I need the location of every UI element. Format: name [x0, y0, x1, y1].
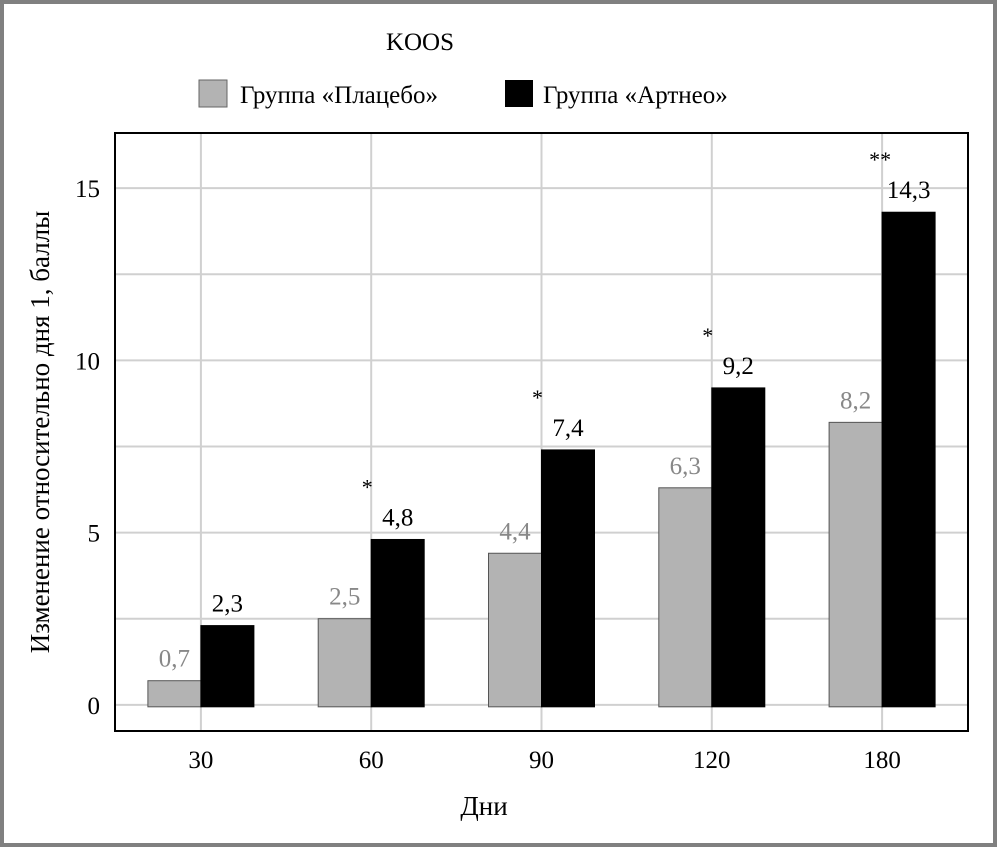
- bar-placebo: [317, 618, 372, 708]
- bar-artneo: [881, 211, 936, 708]
- plot-border: [114, 132, 969, 732]
- data-label-artneo: 9,2: [723, 353, 754, 380]
- data-label-artneo: 4,8: [382, 504, 413, 531]
- bar-placebo: [828, 421, 883, 708]
- x-tick-label: 90: [529, 747, 554, 774]
- data-label-placebo: 4,4: [499, 518, 531, 545]
- x-axis-label: Дни: [460, 791, 507, 821]
- data-label-placebo: 8,2: [840, 387, 871, 414]
- data-label-placebo: 0,7: [159, 646, 190, 673]
- x-tick-label: 120: [693, 747, 731, 774]
- y-tick-label: 15: [75, 176, 100, 203]
- y-tick-label: 5: [88, 521, 101, 548]
- data-label-placebo: 2,5: [329, 584, 360, 611]
- legend: Группа «Плацебо» Группа «Артнео»: [198, 79, 728, 109]
- bar-artneo: [541, 449, 595, 708]
- bar-placebo: [147, 680, 202, 708]
- bar-artneo: [711, 387, 766, 708]
- chart-title: KOOS: [386, 29, 454, 56]
- legend-swatch-placebo: [198, 79, 228, 108]
- significance-marker: *: [532, 385, 543, 410]
- data-label-artneo: 2,3: [212, 591, 243, 618]
- x-tick-label: 180: [863, 747, 901, 774]
- data-label-artneo: 14,3: [887, 177, 931, 204]
- y-axis-label: Изменение относительно дня 1, баллы: [25, 211, 55, 654]
- legend-swatch-artneo: [505, 80, 533, 107]
- data-label-placebo: 6,3: [670, 453, 701, 480]
- bar-placebo: [488, 552, 542, 708]
- significance-marker: **: [869, 147, 891, 172]
- bar-placebo: [658, 487, 713, 708]
- bar-artneo: [370, 538, 425, 708]
- data-label-artneo: 7,4: [552, 415, 584, 442]
- significance-marker: *: [702, 323, 713, 348]
- legend-label-placebo: Группа «Плацебо»: [240, 82, 438, 109]
- legend-label-artneo: Группа «Артнео»: [543, 82, 728, 109]
- x-tick-label: 60: [359, 747, 384, 774]
- y-tick-label: 10: [75, 348, 100, 375]
- bar-artneo: [200, 625, 255, 708]
- x-tick-label: 30: [188, 747, 213, 774]
- y-tick-label: 0: [88, 693, 101, 720]
- significance-marker: *: [362, 474, 373, 499]
